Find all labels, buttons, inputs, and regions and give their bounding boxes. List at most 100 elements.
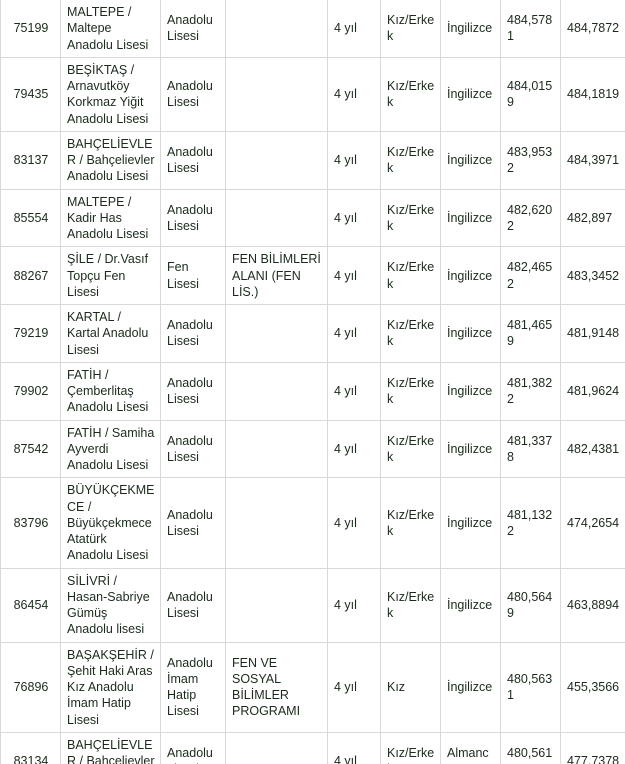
cell-gender: Kız/Erkek xyxy=(380,361,441,420)
cell-min-score: 481,4659 xyxy=(500,304,561,363)
cell-school-code: 79219 xyxy=(0,304,61,363)
cell-school-name: BÜYÜKÇEKMECE / Büyükçekmece Atatürk Anad… xyxy=(60,477,161,568)
table-row[interactable]: 76896 BAŞAKŞEHİR / Şehit Haki Aras Kız An… xyxy=(0,641,625,733)
cell-school-code: 75199 xyxy=(0,0,61,58)
cell-school-name: BAHÇELİEVLER / Bahçelievler Anadolu Lise… xyxy=(60,130,161,189)
cell-foreign-language: İngilizce xyxy=(440,130,501,189)
cell-school-code: 79435 xyxy=(0,56,61,132)
table-row[interactable]: 79219 KARTAL / Kartal Anadolu Lisesi Anado… xyxy=(0,304,625,363)
cell-foreign-language: Almanca xyxy=(440,731,501,764)
cell-school-name: ŞİLE / Dr.Vasıf Topçu Fen Lisesi xyxy=(60,246,161,305)
cell-duration: 4 yıl xyxy=(327,130,381,189)
cell-gender: Kız/Erkek xyxy=(380,304,441,363)
cell-school-type: Fen Lisesi xyxy=(160,246,226,305)
cell-foreign-language: İngilizce xyxy=(440,304,501,363)
cell-school-type: Anadolu Lisesi xyxy=(160,130,226,189)
cell-duration: 4 yıl xyxy=(327,56,381,132)
cell-school-name: KARTAL / Kartal Anadolu Lisesi xyxy=(60,304,161,363)
cell-school-name: BAŞAKŞEHİR / Şehit Haki Aras Kız Anadolu… xyxy=(60,641,161,733)
cell-foreign-language: İngilizce xyxy=(440,0,501,58)
table-row[interactable]: 79435 BEŞİKTAŞ / Arnavutköy Korkmaz Yiğit… xyxy=(0,56,625,132)
cell-school-type: Anadolu Lisesi xyxy=(160,419,226,478)
cell-foreign-language: İngilizce xyxy=(440,188,501,247)
table-row[interactable]: 75199 MALTEPE / Maltepe Anadolu Lisesi Ana… xyxy=(0,0,625,58)
cell-min-score: 484,5781 xyxy=(500,0,561,58)
cell-school-code: 83134 xyxy=(0,731,61,764)
cell-school-type: Anadolu Lisesi xyxy=(160,0,226,58)
cell-duration: 4 yıl xyxy=(327,731,381,764)
cell-program-name xyxy=(225,567,328,642)
cell-school-name: FATİH / Samiha Ayverdi Anadolu Lisesi xyxy=(60,419,161,478)
cell-school-name: SİLİVRİ / Hasan-Sabriye Gümüş Anadolu li… xyxy=(60,567,161,642)
cell-max-score: 455,3566 xyxy=(560,641,625,733)
cell-foreign-language: İngilizce xyxy=(440,567,501,642)
cell-program-name xyxy=(225,419,328,478)
cell-max-score: 484,3971 xyxy=(560,130,625,189)
cell-program-name xyxy=(225,477,328,568)
table-row[interactable]: 88267 ŞİLE / Dr.Vasıf Topçu Fen Lisesi Fen… xyxy=(0,246,625,305)
cell-max-score: 481,9148 xyxy=(560,304,625,363)
cell-min-score: 482,6202 xyxy=(500,188,561,247)
cell-max-score: 481,9624 xyxy=(560,361,625,420)
cell-max-score: 483,3452 xyxy=(560,246,625,305)
table-row[interactable]: 83137 BAHÇELİEVLER / Bahçelievler Anadolu… xyxy=(0,130,625,189)
table-row[interactable]: 83796 BÜYÜKÇEKMECE / Büyükçekmece Atatürk… xyxy=(0,477,625,568)
cell-min-score: 480,5611 xyxy=(500,731,561,764)
cell-program-name xyxy=(225,130,328,189)
cell-school-type: Anadolu Lisesi xyxy=(160,567,226,642)
cell-min-score: 482,4652 xyxy=(500,246,561,305)
cell-gender: Kız/Erkek xyxy=(380,130,441,189)
cell-max-score: 463,8894 xyxy=(560,567,625,642)
cell-duration: 4 yıl xyxy=(327,188,381,247)
cell-program-name: FEN BİLİMLERİ ALANI (FEN LİS.) xyxy=(225,246,328,305)
table-row[interactable]: 87542 FATİH / Samiha Ayverdi Anadolu Lise… xyxy=(0,419,625,478)
cell-school-code: 83137 xyxy=(0,130,61,189)
cell-duration: 4 yıl xyxy=(327,246,381,305)
cell-school-type: Anadolu Lisesi xyxy=(160,361,226,420)
cell-foreign-language: İngilizce xyxy=(440,419,501,478)
cell-min-score: 480,5631 xyxy=(500,641,561,733)
cell-duration: 4 yıl xyxy=(327,0,381,58)
cell-foreign-language: İngilizce xyxy=(440,246,501,305)
cell-gender: Kız/Erkek xyxy=(380,56,441,132)
cell-gender: Kız/Erkek xyxy=(380,731,441,764)
cell-school-code: 87542 xyxy=(0,419,61,478)
cell-gender: Kız/Erkek xyxy=(380,188,441,247)
cell-school-type: Anadolu Lisesi xyxy=(160,304,226,363)
cell-school-name: BEŞİKTAŞ / Arnavutköy Korkmaz Yiğit Anad… xyxy=(60,56,161,132)
cell-foreign-language: İngilizce xyxy=(440,477,501,568)
cell-gender: Kız/Erkek xyxy=(380,567,441,642)
cell-school-code: 86454 xyxy=(0,567,61,642)
cell-school-type: Anadolu Lisesi xyxy=(160,188,226,247)
cell-program-name: FEN VE SOSYAL BİLİMLER PROGRAMI xyxy=(225,641,328,733)
cell-min-score: 481,3378 xyxy=(500,419,561,478)
cell-gender: Kız/Erkek xyxy=(380,477,441,568)
cell-program-name xyxy=(225,188,328,247)
cell-min-score: 481,3822 xyxy=(500,361,561,420)
cell-min-score: 481,1322 xyxy=(500,477,561,568)
cell-school-type: Anadolu İmam Hatip Lisesi xyxy=(160,641,226,733)
cell-school-code: 79902 xyxy=(0,361,61,420)
cell-school-name: MALTEPE / Maltepe Anadolu Lisesi xyxy=(60,0,161,58)
cell-max-score: 482,4381 xyxy=(560,419,625,478)
cell-min-score: 483,9532 xyxy=(500,130,561,189)
table-row[interactable]: 86454 SİLİVRİ / Hasan-Sabriye Gümüş Anado… xyxy=(0,567,625,642)
cell-school-type: Anadolu Lisesi xyxy=(160,56,226,132)
cell-duration: 4 yıl xyxy=(327,567,381,642)
cell-program-name xyxy=(225,56,328,132)
cell-duration: 4 yıl xyxy=(327,641,381,733)
cell-school-code: 83796 xyxy=(0,477,61,568)
cell-program-name xyxy=(225,731,328,764)
cell-school-type: Anadolu Lisesi xyxy=(160,731,226,764)
cell-duration: 4 yıl xyxy=(327,477,381,568)
cell-program-name xyxy=(225,0,328,58)
table-row[interactable]: 85554 MALTEPE / Kadir Has Anadolu Lisesi A… xyxy=(0,188,625,247)
table-row[interactable]: 79902 FATİH / Çemberlitaş Anadolu Lisesi A… xyxy=(0,361,625,420)
cell-school-name: BAHÇELİEVLER / Bahçelievler Anadolu Lise… xyxy=(60,731,161,764)
cell-foreign-language: İngilizce xyxy=(440,641,501,733)
cell-min-score: 480,5649 xyxy=(500,567,561,642)
table-row[interactable]: 83134 BAHÇELİEVLER / Bahçelievler Anadolu… xyxy=(0,731,625,764)
